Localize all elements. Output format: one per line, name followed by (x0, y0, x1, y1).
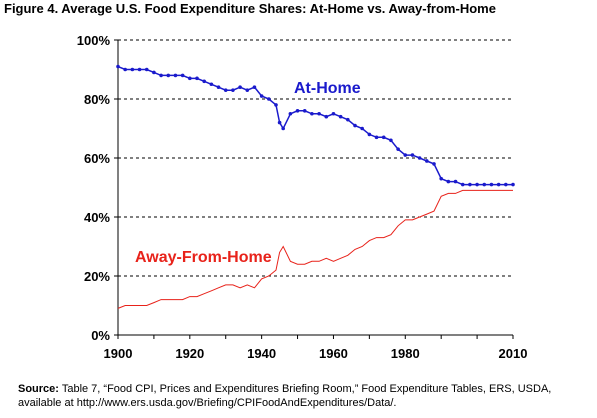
data-point (277, 120, 282, 125)
y-tick-label: 20% (84, 269, 110, 284)
data-point (245, 88, 250, 92)
data-point (439, 176, 443, 181)
x-tick-label: 1940 (247, 346, 276, 361)
data-point (116, 64, 120, 69)
data-point (389, 138, 393, 143)
data-point (144, 67, 149, 72)
data-point (360, 126, 364, 131)
data-point (338, 114, 343, 119)
data-point (381, 135, 386, 140)
data-point (130, 67, 135, 72)
x-tick-label: 1980 (391, 346, 420, 361)
annotation-at-home: At-Home (294, 80, 361, 97)
data-point (374, 135, 379, 140)
data-point (460, 182, 465, 187)
y-tick-label: 80% (84, 92, 110, 107)
data-point (281, 126, 285, 131)
source-note: Source: Table 7, “Food CPI, Prices and E… (18, 382, 593, 410)
data-point (302, 109, 307, 113)
data-point (288, 111, 293, 116)
x-tick-label: 1900 (104, 346, 133, 361)
data-point (417, 156, 422, 160)
x-tick-label: 1920 (175, 346, 204, 361)
data-point (324, 114, 329, 119)
data-point (346, 117, 350, 122)
series-group (116, 64, 515, 309)
series-line (117, 189, 513, 309)
figure-title: Figure 4. Average U.S. Food Expenditure … (4, 1, 496, 16)
data-point (180, 73, 185, 78)
data-point (166, 73, 171, 78)
data-point (425, 159, 429, 163)
data-point (475, 182, 479, 187)
data-point (231, 88, 235, 92)
data-point (123, 67, 127, 72)
source-label: Source: (18, 383, 59, 395)
data-point (274, 103, 278, 107)
data-point (216, 85, 221, 89)
data-point (396, 147, 400, 151)
data-point (223, 88, 228, 92)
data-point (267, 97, 271, 101)
source-text: Table 7, “Food CPI, Prices and Expenditu… (18, 383, 552, 409)
y-tick-label: 0% (91, 328, 110, 343)
data-point (209, 82, 214, 87)
data-point (353, 123, 357, 128)
data-point (295, 109, 300, 113)
data-point (202, 79, 206, 84)
data-point (317, 111, 321, 116)
data-point (173, 73, 178, 78)
y-tick-label: 100% (77, 33, 111, 48)
tick-labels: 0% 20% 40% 60% 80% 100% 1900 1920 1940 1960 1980 20… (77, 33, 528, 361)
data-point (310, 111, 314, 116)
data-point (504, 182, 508, 187)
annotation-away-from-home: Away-From-Home (135, 249, 272, 266)
data-point (367, 132, 372, 137)
data-point (238, 85, 242, 89)
data-point (252, 85, 257, 89)
data-point (489, 182, 494, 187)
data-point (137, 67, 142, 72)
data-point (511, 182, 515, 187)
data-point (453, 179, 458, 184)
data-point (482, 182, 487, 187)
data-point (195, 76, 199, 81)
data-point (446, 179, 451, 184)
data-point (496, 182, 501, 187)
data-point (159, 73, 163, 78)
data-point (432, 162, 436, 166)
data-point (152, 70, 156, 75)
x-tick-label: 2010 (499, 346, 528, 361)
data-point (468, 182, 472, 187)
data-point (403, 153, 408, 157)
series-annotations: At-Home Away-From-Home (135, 80, 361, 266)
x-tick-label: 1960 (319, 346, 348, 361)
data-point (188, 76, 192, 81)
y-tick-label: 40% (84, 210, 110, 225)
data-point (331, 111, 336, 116)
data-point (410, 153, 415, 157)
data-point (259, 94, 264, 98)
axes (117, 40, 513, 336)
y-tick-label: 60% (84, 151, 110, 166)
